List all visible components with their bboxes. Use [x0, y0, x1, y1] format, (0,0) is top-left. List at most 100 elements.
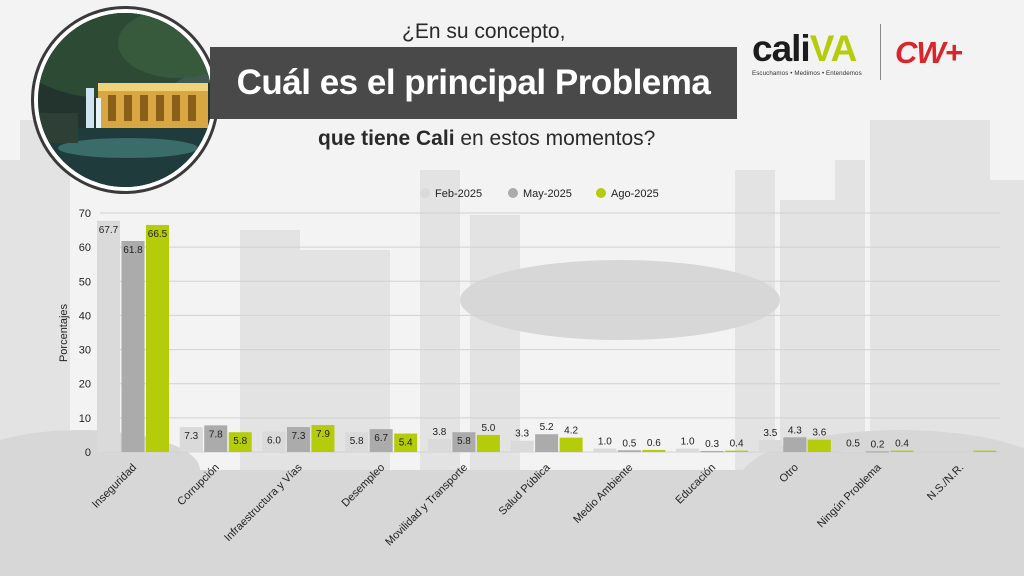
x-tick-label: Salud Pública: [497, 461, 554, 518]
logo-divider: [880, 24, 881, 80]
data-label: 5.8: [457, 436, 471, 447]
data-label: 3.6: [812, 428, 826, 439]
bar: [394, 433, 418, 452]
caliva-logo: caliVA Escuchamos • Medimos • Entendemos: [752, 30, 862, 77]
data-label: 0.2: [871, 439, 885, 450]
x-tick-label: Inseguridad: [90, 462, 139, 511]
bar: [262, 431, 286, 452]
question-top: ¿En su concepto,: [402, 20, 566, 43]
x-tick-label: Otro: [777, 462, 801, 486]
bar: [700, 450, 724, 453]
bar: [617, 450, 641, 452]
x-tick-label: Ningún Problema: [815, 461, 884, 530]
legend-marker: [508, 188, 518, 198]
bar: [476, 434, 500, 452]
question-bottom-bold: que tiene Cali: [318, 127, 455, 150]
data-label: 6.0: [267, 436, 281, 447]
bar: [642, 449, 666, 452]
bar: [97, 220, 120, 452]
bar: [146, 224, 169, 452]
y-tick-label: 50: [79, 276, 91, 288]
bar: [311, 425, 335, 452]
data-label: 4.2: [564, 426, 578, 437]
data-label: 5.2: [540, 422, 554, 433]
page-title: Cuál es el principal Problema: [236, 63, 711, 102]
data-label: 3.5: [763, 428, 777, 439]
data-label: 0.3: [705, 439, 719, 450]
legend-marker: [420, 188, 430, 198]
bar: [676, 448, 700, 452]
data-label: 7.9: [316, 429, 330, 440]
y-tick-label: 70: [79, 208, 91, 220]
y-tick-label: 60: [79, 242, 91, 254]
data-label: 3.3: [515, 429, 529, 440]
y-tick-label: 30: [79, 345, 91, 357]
bar: [725, 450, 749, 452]
bar: [593, 448, 617, 452]
legend-label: Ago-2025: [611, 188, 659, 200]
title-band: Cuál es el principal Problema: [210, 47, 737, 119]
legend-label: May-2025: [523, 188, 572, 200]
x-tick-label: N.S./N.R.: [925, 462, 966, 503]
cw-plus-logo: CW+: [895, 35, 963, 70]
data-label: 7.3: [292, 431, 306, 442]
bar: [783, 437, 807, 452]
bar: [286, 427, 310, 452]
bar: [228, 432, 252, 452]
legend-marker: [596, 188, 606, 198]
caliva-tagline: Escuchamos • Medimos • Entendemos: [752, 70, 862, 77]
x-tick-label: Desempleo: [339, 462, 387, 510]
bar: [807, 439, 831, 452]
bar: [758, 440, 782, 452]
x-tick-label: Medio Ambiente: [571, 462, 635, 526]
bar: [973, 450, 997, 452]
data-label: 61.8: [123, 245, 143, 256]
x-tick-label: Corrupción: [175, 462, 222, 509]
bar: [866, 451, 890, 453]
bar: [841, 450, 865, 452]
bar: [452, 432, 476, 452]
x-tick-label: Educación: [673, 462, 718, 507]
question-bottom-rest: en estos momentos?: [454, 127, 656, 150]
bar: [535, 434, 559, 452]
data-label: 4.3: [788, 425, 802, 436]
data-label: 3.8: [432, 427, 446, 438]
data-label: 7.8: [209, 429, 223, 440]
data-label: 1.0: [598, 437, 612, 448]
bar: [369, 429, 393, 452]
data-label: 7.3: [184, 431, 198, 442]
y-axis-label: Porcentajes: [58, 303, 70, 362]
y-tick-label: 10: [79, 413, 91, 425]
data-label: 5.4: [399, 438, 413, 449]
question-bottom: que tiene Cali en estos momentos?: [318, 127, 655, 151]
y-tick-label: 0: [85, 447, 91, 459]
data-label: 0.6: [647, 438, 661, 449]
data-label: 5.8: [350, 436, 364, 447]
caliva-logo-word-a: cali: [752, 28, 811, 69]
bar: [345, 432, 369, 452]
y-tick-label: 40: [79, 310, 91, 322]
bar: [121, 240, 145, 452]
bar: [559, 437, 583, 452]
x-tick-label: Movilidad y Transporte: [383, 462, 470, 549]
bar: [890, 450, 914, 452]
bar: [427, 439, 451, 452]
y-tick-label: 20: [79, 379, 91, 391]
data-label: 0.4: [895, 439, 909, 450]
data-label: 5.0: [481, 423, 495, 434]
data-label: 66.5: [148, 229, 168, 240]
data-label: 0.5: [846, 438, 860, 449]
bar: [179, 427, 203, 452]
legend-label: Feb-2025: [435, 188, 482, 200]
x-tick-label: Infraestructura y Vías: [222, 461, 305, 544]
data-label: 5.8: [233, 436, 247, 447]
data-label: 1.0: [681, 437, 695, 448]
data-label: 0.4: [730, 439, 744, 450]
data-label: 6.7: [374, 433, 388, 444]
data-label: 0.5: [622, 438, 636, 449]
data-label: 67.7: [99, 225, 119, 236]
cali-fountain-photo: [34, 9, 216, 191]
bar: [204, 425, 228, 452]
bar: [510, 440, 534, 452]
